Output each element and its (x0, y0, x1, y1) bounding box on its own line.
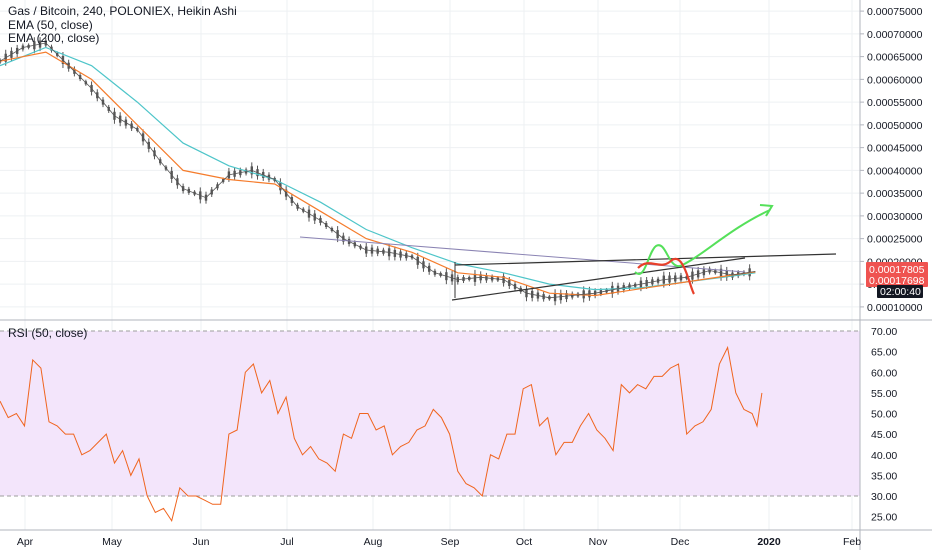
upper-channel-line[interactable] (454, 253, 837, 266)
bearish-projection[interactable] (637, 257, 695, 295)
rsi-tick-label: 50.00 (871, 409, 897, 421)
price-tick-label: 0.00030000 (867, 211, 923, 223)
rsi-tick-label: 25.00 (871, 512, 897, 524)
price-tick-label: 0.00070000 (867, 29, 923, 41)
rsi-tick-label: 60.00 (871, 367, 897, 379)
ema-50-line[interactable] (0, 51, 756, 297)
ema-price-value: 0.00017698 (869, 275, 925, 287)
ema-fast-legend[interactable]: EMA (50, close) (8, 18, 93, 32)
rsi-tick-label: 55.00 (871, 388, 897, 400)
price-tick-label: 0.00050000 (867, 120, 923, 132)
countdown-value: 02:00:40 (880, 286, 921, 298)
rsi-scale[interactable]: 70.00 65.00 60.00 55.00 50.00 45.00 40.00 35.00… (871, 326, 897, 524)
time-tick-label: Feb (843, 536, 861, 548)
price-tick-label: 0.00060000 (867, 74, 923, 86)
symbol-title[interactable]: Gas / Bitcoin, 240, POLONIEX, Heikin Ash… (8, 4, 237, 18)
rsi-tick-label: 70.00 (871, 326, 897, 338)
time-scale[interactable]: Apr May Jun Jul Aug Sep Oct Nov Dec 2020 Feb (17, 536, 861, 548)
price-tick-label: 0.00065000 (867, 52, 923, 64)
time-tick-label: May (102, 536, 123, 548)
rsi-tick-label: 40.00 (871, 450, 897, 462)
time-tick-label: Sep (441, 536, 460, 548)
price-tick-label: 0.00035000 (867, 188, 923, 200)
time-tick-label: Oct (516, 536, 532, 548)
time-tick-label: 2020 (757, 536, 781, 548)
price-line[interactable] (0, 42, 756, 299)
price-tick-label: 0.00055000 (867, 97, 923, 109)
support-trendline[interactable] (451, 257, 746, 301)
price-tick-label: 0.00045000 (867, 143, 923, 155)
rsi-tick-label: 45.00 (871, 429, 897, 441)
ema-price-badge: 0.00017698 (866, 273, 928, 287)
price-tick-label: 0.00040000 (867, 165, 923, 177)
time-tick-label: Apr (17, 536, 34, 548)
ema-slow-legend[interactable]: EMA (200, close) (8, 31, 100, 45)
time-tick-label: Aug (364, 536, 383, 548)
projection-arrowhead[interactable] (759, 204, 774, 217)
price-tick-label: 0.00075000 (867, 6, 923, 18)
rsi-tick-label: 65.00 (871, 347, 897, 359)
countdown-badge: 02:00:40 (877, 285, 923, 298)
time-tick-label: Jun (193, 536, 210, 548)
rsi-tick-label: 35.00 (871, 470, 897, 482)
price-tick-label: 0.00010000 (867, 302, 923, 314)
time-tick-label: Nov (589, 536, 608, 548)
rsi-band (0, 331, 860, 496)
rsi-tick-label: 30.00 (871, 491, 897, 503)
time-tick-label: Jul (280, 536, 293, 548)
ema-200-line[interactable] (0, 46, 756, 291)
resistance-trendline[interactable] (299, 236, 746, 273)
time-tick-label: Dec (671, 536, 690, 548)
candles[interactable] (0, 37, 751, 306)
rsi-legend[interactable]: RSI (50, close) (8, 326, 88, 340)
price-tick-label: 0.00025000 (867, 234, 923, 246)
rsi-line[interactable] (0, 345, 763, 523)
